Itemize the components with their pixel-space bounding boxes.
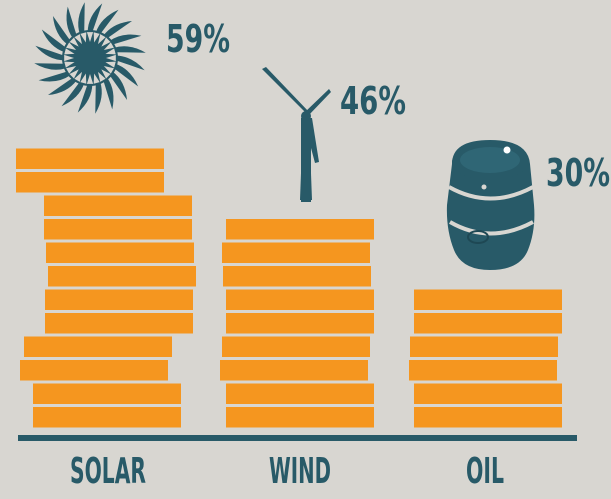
bar-slab-wind: [226, 219, 374, 240]
sun-inner-spike: [86, 74, 94, 84]
bar-slab-solar: [16, 148, 164, 169]
sun-ray: [103, 20, 133, 39]
sun-inner-spike: [105, 48, 116, 55]
sun-ray: [103, 77, 114, 110]
bar-slab-wind: [226, 383, 374, 404]
sun-ray: [61, 81, 85, 107]
bar-slab-oil: [414, 407, 562, 428]
sun-ray: [47, 77, 77, 96]
bar-slab-solar: [33, 383, 181, 404]
bar-slab-solar: [45, 289, 193, 310]
sun-icon: [34, 2, 146, 114]
bar-slab-wind: [226, 289, 374, 310]
bar-slab-wind: [223, 266, 371, 287]
sun-ray: [113, 63, 139, 87]
sun-inner-spike: [64, 61, 75, 68]
sun-ray: [78, 2, 85, 35]
sun-inner-spike: [98, 34, 106, 45]
sun-inner-spike: [93, 73, 100, 84]
bar-slab-oil: [414, 383, 562, 404]
category-label-solar: SOLAR: [70, 451, 146, 492]
oil-barrel-icon: [446, 140, 535, 270]
sun-ray: [52, 15, 71, 45]
sun-inner-spike: [103, 42, 114, 50]
bar-slab-solar: [44, 195, 192, 216]
bar-slab-wind: [222, 242, 370, 263]
sun-inner-spike: [98, 71, 106, 82]
bar-slab-solar: [24, 336, 172, 357]
sun-ray: [95, 81, 102, 114]
sun-inner-spike: [69, 69, 79, 79]
sun-inner-spike: [101, 37, 111, 47]
value-label-oil: 30%: [546, 151, 610, 195]
sun-inner-spike: [66, 66, 77, 74]
bar-slab-solar: [16, 172, 164, 193]
sun-ray: [115, 55, 145, 71]
sun-inner-spike: [101, 69, 111, 79]
bar-slab-wind: [226, 313, 374, 334]
bar-slab-solar: [44, 219, 192, 240]
category-label-wind: WIND: [269, 451, 331, 492]
bars-layer: [16, 148, 562, 428]
sun-inner-spike: [80, 73, 87, 84]
baseline: [18, 435, 577, 441]
sun-ray: [77, 83, 93, 113]
sun-ray: [34, 63, 67, 70]
sun-ray: [41, 29, 67, 53]
sun-inner-spike: [105, 61, 116, 68]
bar-slab-oil: [409, 360, 557, 381]
sun-inner-spike: [86, 32, 94, 42]
bar-slab-solar: [48, 266, 196, 287]
sun-inner-spike: [64, 54, 74, 62]
sun-inner-spike: [103, 66, 114, 74]
bar-slab-wind: [226, 407, 374, 428]
bar-slab-oil: [410, 336, 558, 357]
sun-inner-spike: [69, 37, 79, 47]
bar-slab-wind: [222, 336, 370, 357]
sun-ray: [113, 46, 146, 53]
sun-inner-spike: [66, 42, 77, 50]
sun-ray: [95, 9, 119, 35]
bar-slab-wind: [220, 360, 368, 381]
wind-turbine-icon: [262, 67, 331, 202]
sun-inner-spike: [64, 48, 75, 55]
sun-inner-spike: [74, 71, 82, 82]
sun-inner-spike: [80, 32, 87, 43]
sun-ray: [87, 3, 103, 33]
sun-ray: [66, 6, 77, 39]
category-label-oil: OIL: [466, 451, 504, 492]
bar-slab-solar: [46, 242, 194, 263]
value-label-wind: 46%: [340, 79, 406, 123]
sun-inner-spike: [93, 32, 100, 43]
bar-slab-solar: [33, 407, 181, 428]
sun-inner-spike: [106, 54, 116, 62]
value-label-solar: 59%: [166, 17, 230, 61]
bar-slab-oil: [414, 313, 562, 334]
sun-ray: [38, 71, 71, 82]
sun-ray: [35, 45, 65, 61]
sun-center: [77, 45, 103, 71]
sun-inner-spike: [74, 34, 82, 45]
sun-ray: [109, 71, 128, 101]
sun-ray: [109, 34, 142, 45]
bar-slab-oil: [414, 289, 562, 310]
bar-slab-solar: [45, 313, 193, 334]
bar-slab-solar: [20, 360, 168, 381]
